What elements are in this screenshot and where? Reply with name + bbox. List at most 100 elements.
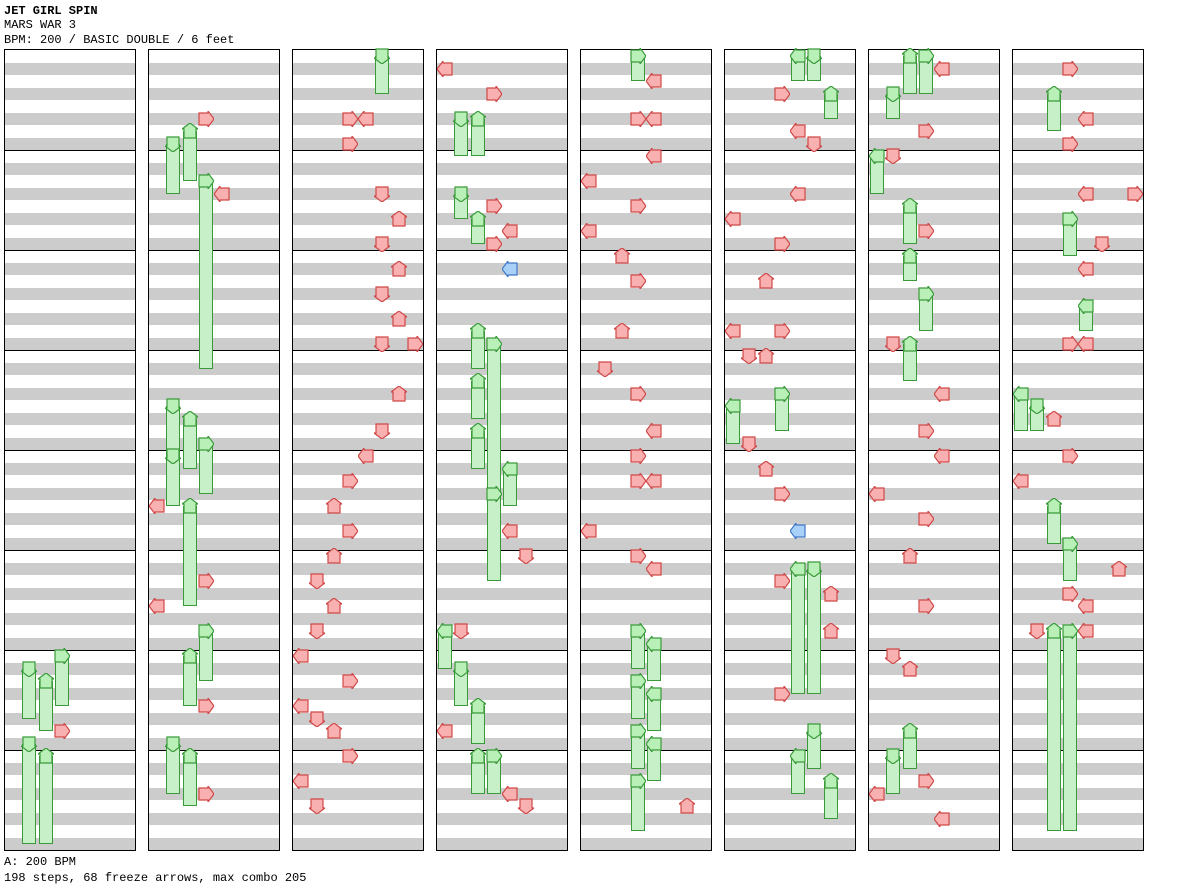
down-arrow-icon [1029,398,1045,414]
right-arrow-icon [774,86,790,102]
hold-body [487,344,501,494]
left-arrow-icon [1013,386,1029,402]
right-arrow-icon [198,111,214,127]
left-arrow-icon [293,648,309,664]
right-arrow-icon [630,198,646,214]
up-arrow-icon [823,773,839,789]
right-arrow-icon [342,748,358,764]
down-arrow-icon [309,711,325,727]
left-arrow-icon [293,698,309,714]
left-arrow-icon [646,73,662,89]
up-arrow-icon [758,348,774,364]
left-arrow-icon [1078,598,1094,614]
left-arrow-icon [502,523,518,539]
left-arrow-icon [502,461,518,477]
hold-body [183,506,197,606]
down-arrow-icon [165,448,181,464]
up-arrow-icon [470,111,486,127]
left-arrow-icon [790,523,806,539]
chart-column [292,49,424,851]
up-arrow-icon [182,748,198,764]
left-arrow-icon [581,223,597,239]
up-arrow-icon [391,386,407,402]
right-arrow-icon [774,573,790,589]
up-arrow-icon [38,673,54,689]
up-arrow-icon [182,411,198,427]
left-arrow-icon [934,811,950,827]
left-arrow-icon [149,598,165,614]
up-arrow-icon [679,798,695,814]
left-arrow-icon [934,448,950,464]
down-arrow-icon [597,361,613,377]
up-arrow-icon [470,211,486,227]
right-arrow-icon [486,236,502,252]
right-arrow-icon [630,773,646,789]
chart-column [868,49,1000,851]
down-arrow-icon [885,748,901,764]
down-arrow-icon [374,236,390,252]
right-arrow-icon [198,573,214,589]
up-arrow-icon [902,48,918,64]
down-arrow-icon [806,48,822,64]
left-arrow-icon [581,173,597,189]
left-arrow-icon [646,423,662,439]
left-arrow-icon [358,111,374,127]
right-arrow-icon [1062,536,1078,552]
right-arrow-icon [774,486,790,502]
up-arrow-icon [38,748,54,764]
down-arrow-icon [885,148,901,164]
up-arrow-icon [326,498,342,514]
right-arrow-icon [918,598,934,614]
song-meta: BPM: 200 / BASIC DOUBLE / 6 feet [4,33,1184,47]
hold-body [791,569,805,694]
right-arrow-icon [630,548,646,564]
up-arrow-icon [902,548,918,564]
hold-body [1047,631,1061,831]
up-arrow-icon [182,498,198,514]
up-arrow-icon [1046,86,1062,102]
right-arrow-icon [918,773,934,789]
right-arrow-icon [774,323,790,339]
up-arrow-icon [614,248,630,264]
left-arrow-icon [293,773,309,789]
up-arrow-icon [391,261,407,277]
up-arrow-icon [470,748,486,764]
up-arrow-icon [758,461,774,477]
right-arrow-icon [54,648,70,664]
left-arrow-icon [869,148,885,164]
up-arrow-icon [391,311,407,327]
chart-column [580,49,712,851]
left-arrow-icon [646,561,662,577]
right-arrow-icon [918,423,934,439]
left-arrow-icon [437,623,453,639]
down-arrow-icon [806,561,822,577]
right-arrow-icon [198,436,214,452]
up-arrow-icon [1046,623,1062,639]
chart-column [724,49,856,851]
left-arrow-icon [358,448,374,464]
hold-body [487,494,501,582]
right-arrow-icon [1062,136,1078,152]
down-arrow-icon [309,573,325,589]
right-arrow-icon [1062,586,1078,602]
right-arrow-icon [630,623,646,639]
down-arrow-icon [518,548,534,564]
up-arrow-icon [182,123,198,139]
down-arrow-icon [374,286,390,302]
right-arrow-icon [918,48,934,64]
right-arrow-icon [918,223,934,239]
left-arrow-icon [725,323,741,339]
stats-line: 198 steps, 68 freeze arrows, max combo 2… [4,871,1184,887]
down-arrow-icon [374,423,390,439]
hold-body [807,569,821,694]
up-arrow-icon [391,211,407,227]
left-arrow-icon [790,748,806,764]
right-arrow-icon [342,673,358,689]
right-arrow-icon [630,386,646,402]
left-arrow-icon [790,186,806,202]
down-arrow-icon [806,136,822,152]
left-arrow-icon [1078,111,1094,127]
left-arrow-icon [934,386,950,402]
down-arrow-icon [309,623,325,639]
up-arrow-icon [326,598,342,614]
